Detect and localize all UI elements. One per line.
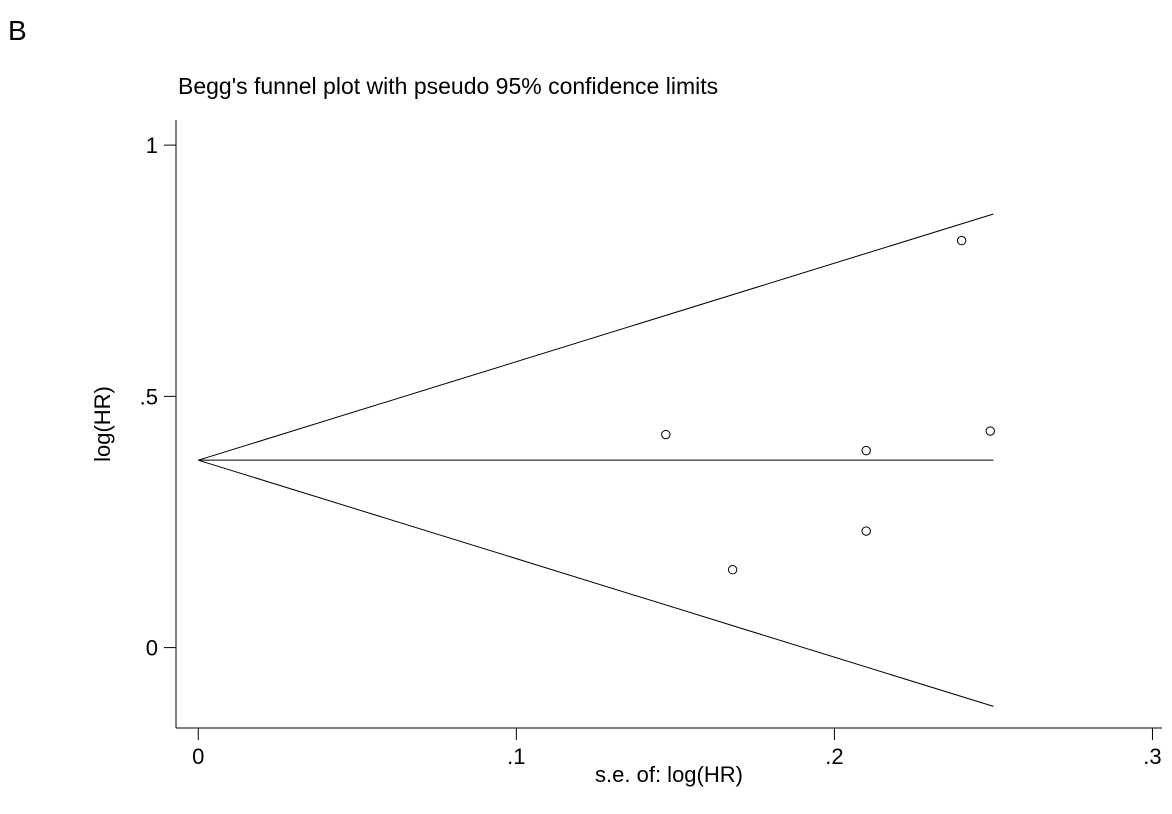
upper-confidence-limit-line (198, 213, 994, 461)
y-axis-label: log(HR) (90, 386, 115, 462)
x-tick-label: .2 (825, 744, 843, 769)
plot-lines (198, 213, 994, 707)
y-tick-label: .5 (140, 384, 158, 409)
data-point (661, 429, 671, 440)
data-point (727, 565, 738, 575)
panel-label: B (8, 15, 27, 46)
x-tick-label: .1 (507, 744, 525, 769)
data-point (956, 235, 967, 246)
chart-title: Begg's funnel plot with pseudo 95% confi… (178, 73, 718, 99)
x-tick-label: .3 (1143, 744, 1161, 769)
y-axis-ticks: 0.51 (140, 133, 176, 661)
y-tick-label: 1 (146, 133, 158, 158)
x-tick-label: 0 (192, 744, 204, 769)
data-point (985, 426, 995, 436)
x-axis-ticks: 0 .1 .2 .3 (192, 728, 1162, 769)
plot-points (661, 235, 995, 575)
lower-confidence-limit-line (198, 459, 994, 707)
x-axis-label: s.e. of: log(HR) (595, 762, 743, 787)
data-point (861, 445, 871, 456)
y-tick-label: 0 (146, 636, 158, 661)
data-point (861, 526, 871, 536)
